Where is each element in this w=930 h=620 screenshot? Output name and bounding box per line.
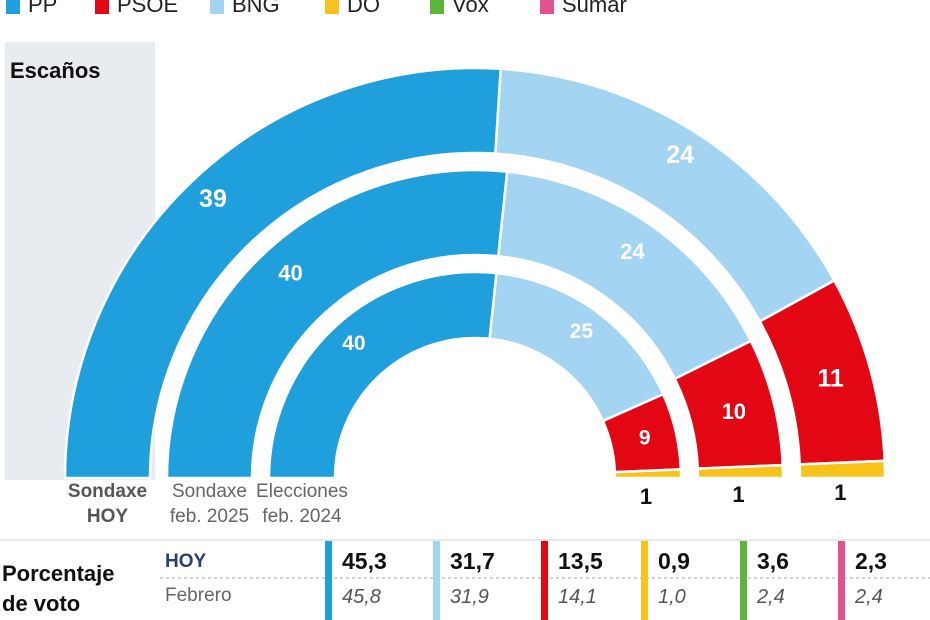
arc-ring1-do	[798, 459, 887, 480]
legend-swatch-psoe	[95, 0, 109, 14]
seat-value-ring1-psoe: 11	[817, 365, 844, 393]
vote-prev-pp: 45,8	[342, 586, 381, 608]
ring-label-1-line1: Sondaxe	[68, 481, 147, 502]
ring-label-2-line1: Sondaxe	[172, 481, 247, 502]
vote-title-line1: Porcentaje	[2, 561, 115, 586]
vote-prev-do: 1,0	[658, 586, 686, 608]
legend-swatch-bng	[210, 0, 224, 14]
legend-label-sumar: Sumar	[562, 0, 627, 17]
seat-value-ring1-do: 1	[834, 480, 846, 505]
vote-bar-pp	[325, 541, 332, 620]
seat-value-ring3-do: 1	[640, 484, 652, 509]
legend-label-vox: Vox	[452, 0, 489, 17]
seat-value-ring3-bng: 25	[570, 320, 594, 343]
arc-ring2-pp	[165, 168, 509, 480]
legend-label-psoe: PSOE	[117, 0, 178, 17]
seat-value-ring2-psoe: 10	[722, 399, 746, 424]
vote-title-line2: de voto	[2, 591, 80, 616]
vote-now-pp: 45,3	[342, 548, 387, 574]
legend-label-do: DO	[347, 0, 380, 17]
vote-now-vox: 3,6	[757, 548, 789, 574]
vote-now-psoe: 13,5	[558, 548, 603, 574]
chart-title: Escaños	[10, 58, 101, 83]
row-label-now: HOY	[165, 551, 207, 572]
seat-value-ring1-bng: 24	[666, 141, 694, 169]
vote-bar-sumar	[838, 541, 845, 620]
vote-bar-vox	[740, 541, 747, 620]
arc-ring2-do	[696, 463, 785, 480]
ring-label-2-line2: feb. 2025	[170, 506, 249, 527]
seat-value-ring2-pp: 40	[278, 261, 302, 286]
ring-label-3-line1: Elecciones	[256, 481, 348, 502]
vote-now-sumar: 2,3	[855, 548, 887, 574]
seat-value-ring2-do: 1	[732, 482, 744, 507]
seat-value-ring2-bng: 24	[620, 239, 645, 264]
legend-label-pp: PP	[28, 0, 57, 17]
row-label-prev: Febrero	[165, 585, 232, 606]
legend-swatch-sumar	[540, 0, 554, 14]
vote-prev-psoe: 14,1	[558, 586, 597, 608]
legend-swatch-pp	[6, 0, 20, 14]
vote-now-do: 0,9	[658, 548, 690, 574]
ring-labels: Sondaxe HOY Sondaxe feb. 2025 Elecciones feb.…	[68, 481, 348, 527]
vote-bar-psoe	[541, 541, 548, 620]
legend-swatch-do	[325, 0, 339, 14]
legend-swatch-vox	[430, 0, 444, 14]
legend-label-bng: BNG	[232, 0, 280, 17]
seat-value-ring1-pp: 39	[199, 185, 227, 213]
vote-prev-sumar: 2,4	[854, 586, 883, 608]
ring-label-1-line2: HOY	[87, 506, 129, 527]
arc-ring3-pp	[267, 270, 498, 480]
vote-table: 45,3 45,8 31,7 31,9 13,5 14,1 0,9 1,0 3,6 2,4 2,3 2…	[325, 541, 887, 620]
vote-prev-bng: 31,9	[450, 586, 489, 608]
vote-now-bng: 31,7	[450, 548, 495, 574]
arc-ring3-do	[613, 468, 683, 480]
vote-prev-vox: 2,4	[756, 586, 785, 608]
ring-label-3-line2: feb. 2024	[262, 506, 342, 527]
seat-value-ring3-pp: 40	[342, 332, 365, 355]
legend: PP PSOE BNG DO Vox Sumar	[6, 0, 627, 17]
vote-bar-bng	[433, 541, 440, 620]
vote-bar-do	[641, 541, 648, 620]
seat-value-ring3-psoe: 9	[639, 427, 651, 450]
